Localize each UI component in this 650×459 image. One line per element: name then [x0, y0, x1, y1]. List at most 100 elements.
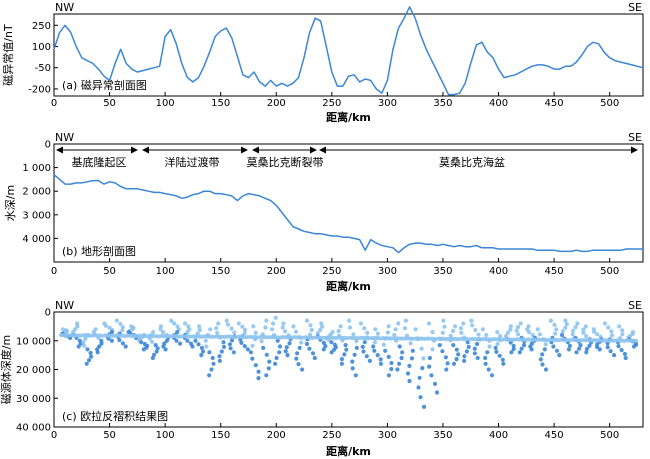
euler-point	[517, 350, 522, 355]
euler-point	[475, 355, 480, 361]
euler-point	[285, 353, 290, 358]
euler-point	[372, 348, 377, 353]
euler-point	[526, 330, 532, 335]
euler-point	[609, 329, 614, 334]
euler-point	[571, 328, 576, 333]
euler-point	[389, 360, 394, 366]
euler-point	[495, 330, 500, 335]
euler-point	[120, 328, 125, 333]
euler-point	[251, 324, 256, 329]
euler-point	[416, 385, 421, 390]
x-tick-label: 500	[600, 266, 619, 277]
euler-point	[458, 326, 464, 331]
euler-point	[229, 338, 235, 343]
euler-point	[543, 342, 548, 347]
x-tick-label: 500	[600, 430, 619, 441]
series-line-1	[53, 174, 643, 254]
euler-point	[353, 373, 358, 378]
euler-point	[487, 344, 492, 349]
euler-point	[371, 344, 376, 349]
y-tick-label: 2 000	[22, 187, 51, 198]
euler-point	[480, 327, 485, 332]
euler-point	[280, 325, 285, 330]
euler-point	[587, 343, 592, 348]
x-axis-label: 距离/km	[326, 110, 371, 124]
euler-point	[418, 395, 423, 400]
x-tick-label: 450	[545, 430, 564, 441]
direction-label-nw: NW	[55, 1, 74, 14]
x-tick-label: 150	[211, 266, 230, 277]
euler-point	[583, 324, 588, 329]
euler-point	[427, 355, 432, 361]
euler-point	[385, 330, 390, 335]
euler-point	[475, 341, 480, 347]
euler-point	[264, 352, 269, 357]
euler-point	[123, 344, 128, 349]
euler-point	[609, 333, 615, 338]
euler-point	[470, 323, 475, 328]
euler-point	[495, 341, 500, 347]
euler-point	[578, 343, 583, 348]
euler-point	[245, 347, 250, 352]
euler-point	[304, 341, 310, 347]
euler-point	[224, 318, 229, 323]
euler-point	[329, 350, 334, 355]
x-tick-label: 200	[267, 98, 286, 109]
euler-point	[197, 327, 202, 333]
euler-point	[437, 343, 442, 348]
euler-point	[139, 340, 144, 345]
y-tick-label: 30 000	[16, 394, 51, 405]
euler-point	[440, 330, 445, 335]
euler-point	[210, 355, 215, 361]
euler-point	[308, 323, 313, 328]
x-tick-label: 100	[156, 266, 175, 277]
euler-point	[433, 336, 438, 342]
euler-point	[360, 344, 365, 349]
y-axis-label: 水深/m	[4, 185, 17, 221]
euler-point	[441, 318, 446, 323]
euler-point	[178, 334, 183, 339]
euler-point	[464, 349, 469, 354]
euler-point	[573, 325, 578, 330]
euler-point	[548, 318, 554, 323]
euler-point	[402, 326, 407, 331]
euler-point	[522, 343, 527, 348]
euler-point	[367, 358, 372, 363]
x-tick-label: 200	[267, 430, 286, 441]
x-tick-label: 500	[600, 98, 619, 109]
euler-point	[232, 330, 237, 335]
euler-point	[563, 325, 568, 330]
euler-point	[595, 332, 600, 337]
euler-point	[214, 326, 219, 331]
euler-point	[372, 340, 378, 345]
euler-point	[253, 363, 258, 368]
euler-point	[450, 328, 456, 334]
euler-point	[577, 346, 582, 351]
euler-point	[155, 346, 160, 351]
euler-point	[351, 332, 356, 337]
euler-point	[422, 404, 427, 409]
euler-point	[338, 324, 343, 329]
euler-point	[321, 347, 326, 352]
euler-point	[216, 321, 221, 326]
euler-point	[592, 329, 597, 334]
euler-point	[242, 331, 247, 336]
euler-point	[197, 324, 202, 329]
euler-point	[557, 353, 562, 358]
y-tick-label: 20 000	[16, 365, 51, 376]
euler-point	[389, 367, 394, 372]
euler-point	[606, 325, 611, 330]
euler-point	[203, 338, 208, 343]
euler-point	[321, 340, 326, 345]
euler-point	[164, 338, 169, 343]
euler-point	[248, 350, 253, 355]
euler-point	[291, 324, 296, 329]
euler-point	[323, 344, 328, 349]
euler-point	[440, 349, 445, 354]
euler-point	[514, 328, 519, 333]
y-tick-label: 3 000	[22, 210, 51, 221]
euler-point	[347, 325, 353, 330]
euler-point	[283, 329, 288, 334]
euler-point	[427, 364, 432, 369]
euler-point	[281, 321, 286, 326]
